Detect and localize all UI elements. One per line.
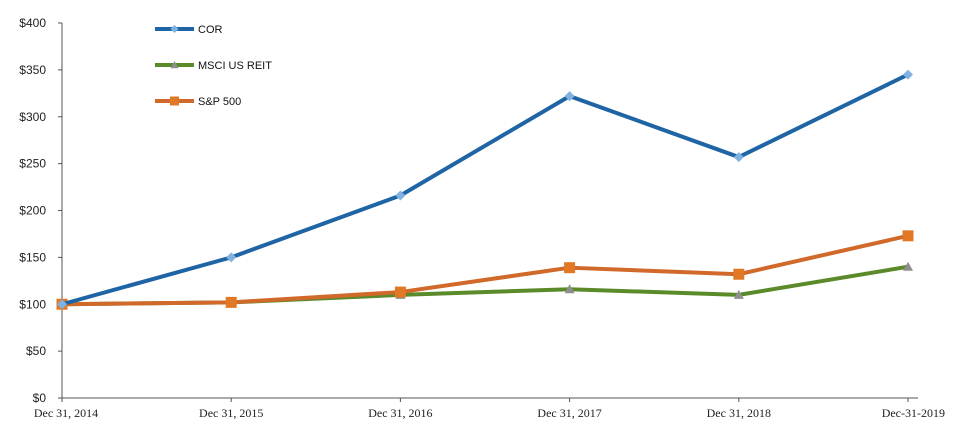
legend-item-s-p-500: S&P 500: [155, 96, 241, 108]
data-point-cor: [395, 190, 406, 201]
x-tick-label: Dec 31, 2016: [368, 406, 432, 420]
legend-label: COR: [198, 24, 223, 36]
legend-marker: [170, 61, 179, 69]
x-tick-label: Dec 31, 2015: [199, 406, 263, 420]
y-tick-label: $200: [19, 204, 46, 218]
data-point-msci-us-reit: [903, 261, 913, 271]
data-point-s-p-500: [394, 286, 406, 298]
data-point-cor: [57, 299, 67, 310]
x-tick-label: Dec 31, 2014: [34, 406, 98, 420]
legend-item-cor: COR: [155, 24, 223, 36]
series-line-s-p-500: [61, 233, 909, 307]
x-tick-label: Dec-31-2019: [882, 406, 945, 420]
y-tick-label: $400: [19, 16, 46, 30]
y-tick-label: $150: [19, 250, 46, 264]
data-point-msci-us-reit: [564, 284, 575, 294]
data-point-cor: [733, 152, 744, 163]
legend-marker: [170, 96, 179, 106]
series-line-msci-us-reit: [61, 264, 909, 307]
x-axis-ticks: Dec 31, 2014 Dec 31, 2015 Dec 31, 2016 Dec …: [34, 398, 945, 420]
data-point-s-p-500: [225, 296, 237, 308]
data-point-cor: [564, 91, 575, 102]
series-group: [56, 69, 914, 310]
data-point-s-p-500: [902, 230, 914, 242]
y-tick-label: $250: [19, 157, 46, 171]
data-point-cor: [226, 252, 237, 263]
y-tick-label: $50: [26, 344, 46, 358]
data-point-s-p-500: [564, 262, 576, 274]
data-point-cor: [903, 69, 913, 80]
x-tick-label: Dec 31, 2018: [707, 406, 771, 420]
data-point-s-p-500: [733, 268, 745, 280]
series-cor: [57, 69, 913, 310]
y-tick-label: $350: [19, 63, 46, 77]
y-axis-ticks: $0 $50 $100 $150 $200 $250 $300 $350 $400: [19, 16, 62, 405]
legend-item-msci-us-reit: MSCI US REIT: [155, 60, 272, 72]
y-tick-label: $0: [33, 391, 47, 405]
y-tick-label: $300: [19, 110, 46, 124]
data-point-msci-us-reit: [733, 289, 744, 299]
x-tick-label: Dec 31, 2017: [537, 406, 601, 420]
legend-label: S&P 500: [198, 96, 241, 108]
legend-marker: [170, 25, 179, 33]
legend: COR MSCI US REIT S&P 500: [155, 24, 272, 108]
y-tick-label: $100: [19, 297, 46, 311]
axes: [61, 23, 918, 399]
legend-label: MSCI US REIT: [198, 60, 272, 72]
series-line-cor: [61, 72, 909, 307]
